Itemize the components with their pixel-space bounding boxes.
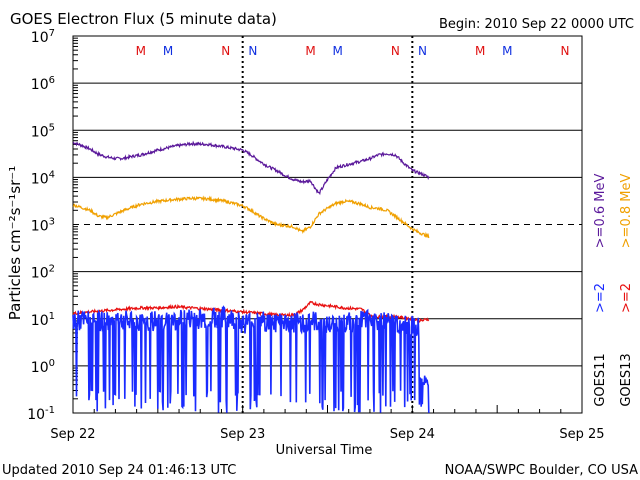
legend-goes13-low: >=2 <box>619 283 634 313</box>
day-marker-label: N <box>418 44 427 58</box>
day-marker-label: N <box>248 44 257 58</box>
begin-date: Begin: 2010 Sep 22 0000 UTC <box>439 17 634 32</box>
series-line-0 <box>73 140 430 196</box>
day-marker-label: M <box>475 44 485 58</box>
series-legend: >=0.6 MeV >=0.8 MeV >=2 >=2 GOES11 GOES1… <box>593 174 634 407</box>
day-marker-label: N <box>561 44 570 58</box>
day-marker-label: N <box>221 44 230 58</box>
legend-goes11: GOES11 <box>593 353 608 406</box>
series-layer <box>72 140 430 413</box>
y-tick-label: 102 <box>31 264 55 282</box>
x-tick-labels: Sep 22 Sep 23 Sep 24 Sep 25 <box>50 427 604 442</box>
y-tick-labels: 10-1 100 101 102 103 104 105 106 107 <box>27 28 55 423</box>
x-tick-label: Sep 25 <box>559 427 604 442</box>
series-line-3 <box>72 305 430 413</box>
legend-goes13-high: >=0.8 MeV <box>619 174 634 249</box>
series-line-2 <box>72 300 430 324</box>
y-tick-label: 107 <box>31 28 55 46</box>
y-tick-label: 100 <box>31 358 55 376</box>
x-tick-label: Sep 22 <box>50 427 95 442</box>
y-tick-label: 106 <box>31 75 55 93</box>
series-line-1 <box>72 195 430 239</box>
legend-goes11-low: >=2 <box>593 283 608 313</box>
day-marker-label: M <box>163 44 173 58</box>
legend-goes11-high: >=0.6 MeV <box>593 174 608 249</box>
day-marker-label: N <box>391 44 400 58</box>
y-tick-label: 105 <box>31 122 55 140</box>
y-axis-label: Particles cm⁻²s⁻¹sr⁻¹ <box>6 166 24 320</box>
x-axis-label: Universal Time <box>276 443 373 458</box>
y-tick-label: 101 <box>31 311 55 329</box>
day-marker-label: M <box>305 44 315 58</box>
updated-timestamp: Updated 2010 Sep 24 01:46:13 UTC <box>2 463 236 478</box>
legend-goes13: GOES13 <box>619 353 634 406</box>
y-tick-label: 10-1 <box>27 405 55 423</box>
y-tick-label: 103 <box>31 217 55 235</box>
source-credit: NOAA/SWPC Boulder, CO USA <box>445 463 638 478</box>
day-marker-label: M <box>333 44 343 58</box>
x-tick-label: Sep 24 <box>390 427 435 442</box>
gridlines <box>72 35 583 414</box>
chart-title: GOES Electron Flux (5 minute data) <box>10 10 277 28</box>
day-marker-label: M <box>136 44 146 58</box>
y-tick-label: 104 <box>31 169 55 187</box>
day-marker-label: M <box>502 44 512 58</box>
x-tick-label: Sep 23 <box>220 427 265 442</box>
